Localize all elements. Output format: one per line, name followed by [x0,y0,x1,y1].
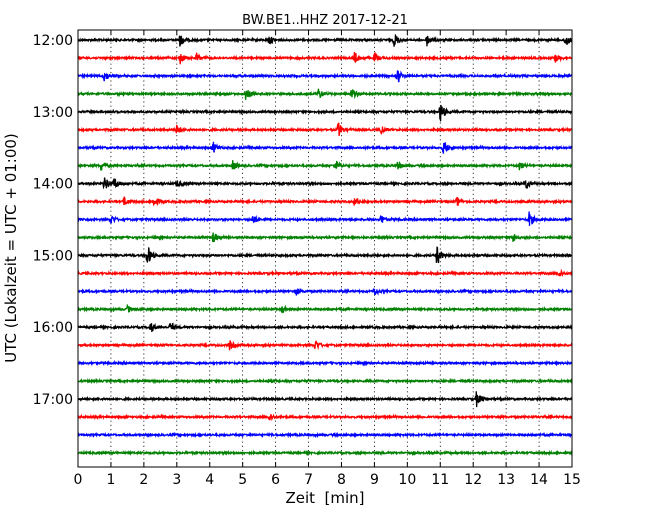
x-tick-label: 8 [337,472,346,488]
trace-1700 [77,391,573,408]
x-tick-label: 11 [431,472,449,488]
y-tick-label: 15:00 [33,248,73,264]
trace-1645 [77,377,573,385]
trace-1715 [77,413,573,422]
trace-1745 [77,449,573,457]
chart-title: BW.BE1..HHZ 2017-12-21 [242,13,408,28]
x-tick-label: 9 [370,472,379,488]
trace-1730 [77,431,573,439]
x-tick-label: 10 [398,472,416,488]
x-tick-label: 14 [530,472,548,488]
y-axis-label: UTC (Lokalzeit = UTC + 01:00) [2,133,20,363]
trace-1445 [77,232,573,243]
trace-1400 [77,177,573,190]
x-tick-label: 4 [205,472,214,488]
x-tick-label: 1 [106,472,115,488]
grid-lines [110,30,540,467]
y-tick-label: 13:00 [33,105,73,121]
trace-1245 [77,88,573,100]
y-tick-label: 14:00 [33,177,73,193]
plot-frame [77,29,573,468]
x-tick-label: 3 [172,472,181,488]
x-axis-label: Zeit [min] [285,489,364,507]
y-tick-label: 16:00 [33,320,73,336]
y-tick-label: 17:00 [33,392,73,408]
trace-1300 [77,104,573,122]
x-tick-label: 5 [238,472,247,488]
trace-1215 [77,52,572,65]
trace-1630 [77,359,573,367]
trace-1345 [77,160,573,171]
x-tick-label: 2 [139,472,148,488]
trace-1530 [77,287,573,296]
x-axis-ticks: 0 1 2 3 4 5 6 7 8 9 10 11 12 13 14 15 [74,30,581,488]
trace-1500 [77,246,573,264]
x-tick-label: 0 [74,472,83,488]
x-tick-label: 12 [464,472,482,488]
trace-1545 [77,304,573,314]
trace-1415 [77,196,573,207]
x-tick-label: 6 [271,472,280,488]
x-tick-label: 7 [304,472,313,488]
trace-1515 [77,268,573,277]
y-tick-label: 12:00 [33,33,73,49]
trace-1315 [77,122,573,137]
trace-1600 [77,322,573,333]
trace-1430 [77,211,573,226]
seismic-traces [77,34,573,457]
trace-1330 [77,141,573,154]
x-tick-label: 13 [497,472,515,488]
trace-1230 [77,70,573,83]
trace-1615 [77,339,573,351]
x-tick-label: 15 [563,472,581,488]
trace-1200 [77,34,573,47]
y-axis-ticks: 12:00 13:00 14:00 15:00 16:00 17:00 [33,33,572,408]
